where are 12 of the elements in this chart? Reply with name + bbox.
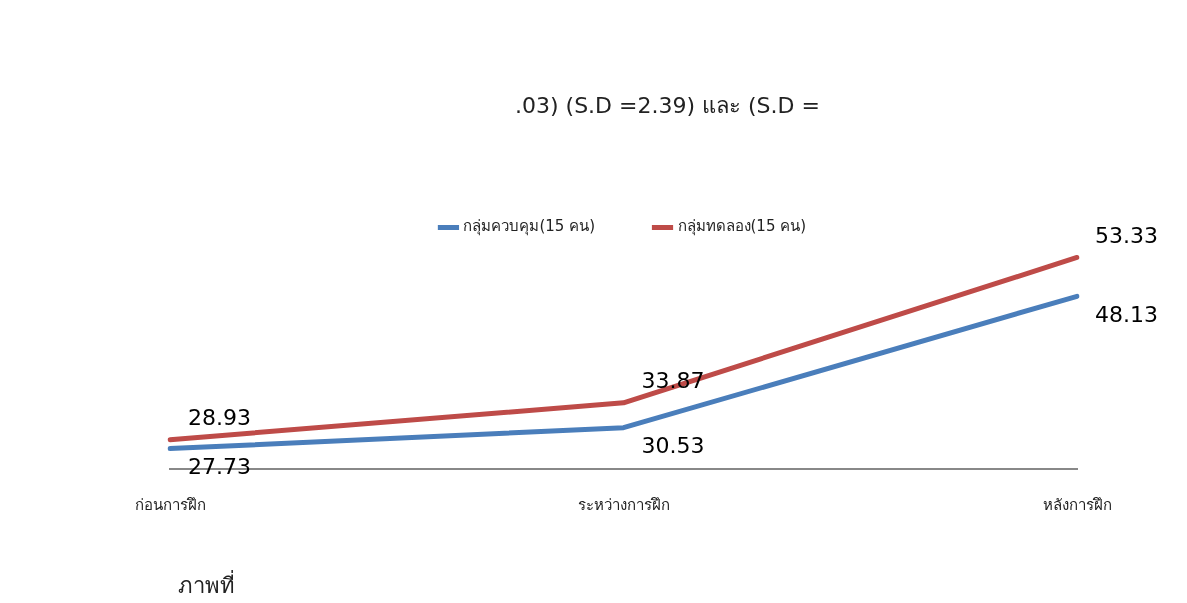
data-label: 30.53: [641, 433, 705, 459]
legend-label: กลุ่มควบคุม(15 คน): [463, 217, 595, 237]
x-tick-label: ระหว่างการฝึก: [577, 495, 670, 514]
x-tick-label: ก่อนการฝึก: [134, 495, 206, 514]
legend-label: กลุ่มทดลอง(15 คน): [677, 217, 807, 237]
x-tick-label: หลังการฝึก: [1042, 495, 1112, 514]
data-label: 48.13: [1095, 302, 1158, 328]
data-label: 28.93: [188, 405, 251, 431]
text: ภาพที่: [178, 569, 235, 600]
data-label: 27.73: [188, 454, 251, 480]
data-label: 53.33: [1095, 223, 1158, 249]
text: .03) (S.D =2.39) และ (S.D =: [515, 92, 820, 120]
